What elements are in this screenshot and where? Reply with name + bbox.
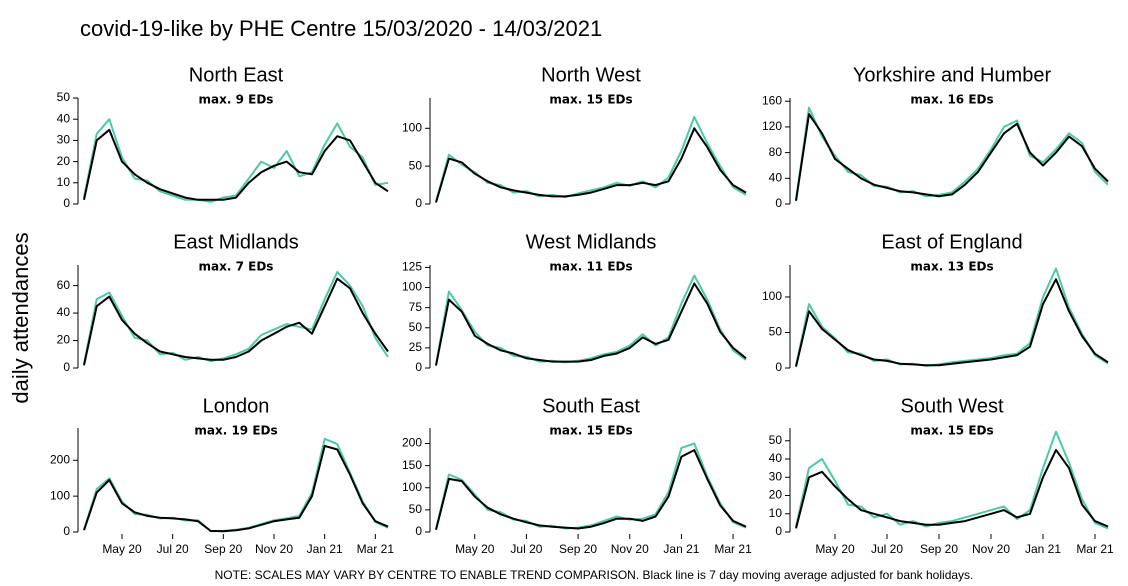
y-tick-label: 20 <box>57 333 71 347</box>
x-tick-label: Sep 20 <box>204 542 242 556</box>
panel-title: West Midlands <box>526 231 657 253</box>
y-tick-label: 200 <box>402 436 422 450</box>
y-tick-label: 75 <box>409 300 423 314</box>
y-tick-label: 50 <box>409 502 423 516</box>
x-tick-label: Jul 20 <box>871 542 903 556</box>
panel-title: London <box>203 395 270 417</box>
series-line <box>795 113 1109 201</box>
y-tick-label: 50 <box>57 90 71 104</box>
x-tick-label: Jan 21 <box>307 542 343 556</box>
x-tick-label: May 20 <box>102 542 142 556</box>
panel-subtitle: max. 15 EDs <box>910 424 993 438</box>
panel-subtitle: max. 15 EDs <box>549 93 632 107</box>
y-tick-label: 0 <box>63 360 70 374</box>
y-tick-label: 100 <box>762 289 782 303</box>
series-line <box>83 118 389 203</box>
series-line <box>83 270 389 365</box>
note: NOTE: SCALES MAY VARY BY CENTRE TO ENABL… <box>215 568 974 582</box>
x-tick-label: Sep 20 <box>920 542 958 556</box>
y-tick-label: 30 <box>769 469 783 483</box>
y-tick-label: 100 <box>402 480 422 494</box>
panel-title: South West <box>900 395 1003 417</box>
y-tick-label: 0 <box>775 524 782 538</box>
panel-title: North East <box>189 64 284 86</box>
y-tick-label: 50 <box>409 320 423 334</box>
y-tick-label: 60 <box>57 278 71 292</box>
series-line <box>795 267 1109 367</box>
y-tick-label: 0 <box>775 360 782 374</box>
x-tick-label: May 20 <box>455 542 495 556</box>
x-tick-label: Nov 20 <box>972 542 1010 556</box>
x-tick-label: Jan 21 <box>663 542 699 556</box>
y-tick-label: 25 <box>409 340 423 354</box>
y-tick-label: 50 <box>769 325 783 339</box>
panel-subtitle: max. 11 EDs <box>549 260 632 274</box>
series-line <box>435 115 747 202</box>
series-line <box>795 106 1109 201</box>
x-tick-label: Mar 21 <box>714 542 752 556</box>
y-tick-label: 10 <box>57 175 71 189</box>
panel-subtitle: max. 7 EDs <box>199 260 274 274</box>
y-tick-label: 0 <box>775 196 782 210</box>
y-tick-label: 20 <box>57 154 71 168</box>
x-tick-label: Mar 21 <box>1076 542 1114 556</box>
panel-subtitle: max. 16 EDs <box>910 93 993 107</box>
panel-title: North West <box>541 64 641 86</box>
y-tick-label: 150 <box>402 458 422 472</box>
y-tick-label: 80 <box>769 145 783 159</box>
x-tick-label: Nov 20 <box>255 542 293 556</box>
series-line <box>795 278 1109 367</box>
series-line <box>795 448 1109 529</box>
y-tick-label: 50 <box>409 158 423 172</box>
series-line <box>435 274 747 365</box>
panel-subtitle: max. 19 EDs <box>194 424 277 438</box>
y-tick-label: 160 <box>762 93 782 107</box>
y-tick-label: 200 <box>50 452 70 466</box>
y-tick-label: 50 <box>769 433 783 447</box>
series-line <box>435 282 747 366</box>
y-tick-label: 0 <box>63 524 70 538</box>
y-tick-label: 0 <box>415 196 422 210</box>
page-title: covid-19-like by PHE Centre 15/03/2020 -… <box>80 16 602 41</box>
y-tick-label: 40 <box>769 170 783 184</box>
panel-title: South East <box>542 395 640 417</box>
x-tick-label: Sep 20 <box>559 542 597 556</box>
y-tick-label: 30 <box>57 133 71 147</box>
y-tick-label: 40 <box>57 305 71 319</box>
series-line <box>83 444 389 533</box>
x-tick-label: Jul 20 <box>510 542 542 556</box>
y-tick-label: 100 <box>50 488 70 502</box>
y-tick-label: 10 <box>769 506 783 520</box>
y-tick-label: 0 <box>415 524 422 538</box>
panel-title: East Midlands <box>173 231 299 253</box>
y-tick-label: 0 <box>415 360 422 374</box>
series-line <box>83 277 389 366</box>
panel-subtitle: max. 9 EDs <box>199 93 274 107</box>
series-line <box>435 127 747 203</box>
y-tick-label: 125 <box>402 260 422 274</box>
y-tick-label: 40 <box>769 451 783 465</box>
x-tick-label: Jul 20 <box>157 542 189 556</box>
panel-subtitle: max. 15 EDs <box>549 424 632 438</box>
y-tick-label: 120 <box>762 119 782 133</box>
x-tick-label: Nov 20 <box>611 542 649 556</box>
y-tick-label: 20 <box>769 488 783 502</box>
series-line <box>435 449 747 531</box>
y-axis-label: daily attendances <box>8 232 33 403</box>
series-line <box>83 128 389 201</box>
y-tick-label: 40 <box>57 111 71 125</box>
series-line <box>795 430 1109 530</box>
panel-title: East of England <box>881 231 1022 253</box>
x-tick-label: Mar 21 <box>357 542 395 556</box>
series-line <box>83 437 389 533</box>
y-tick-label: 100 <box>402 120 422 134</box>
y-tick-label: 0 <box>63 196 70 210</box>
x-tick-label: Jan 21 <box>1025 542 1061 556</box>
y-tick-label: 100 <box>402 280 422 294</box>
panel-subtitle: max. 13 EDs <box>910 260 993 274</box>
series-line <box>435 442 747 530</box>
x-tick-label: May 20 <box>815 542 855 556</box>
panel-title: Yorkshire and Humber <box>853 64 1052 86</box>
